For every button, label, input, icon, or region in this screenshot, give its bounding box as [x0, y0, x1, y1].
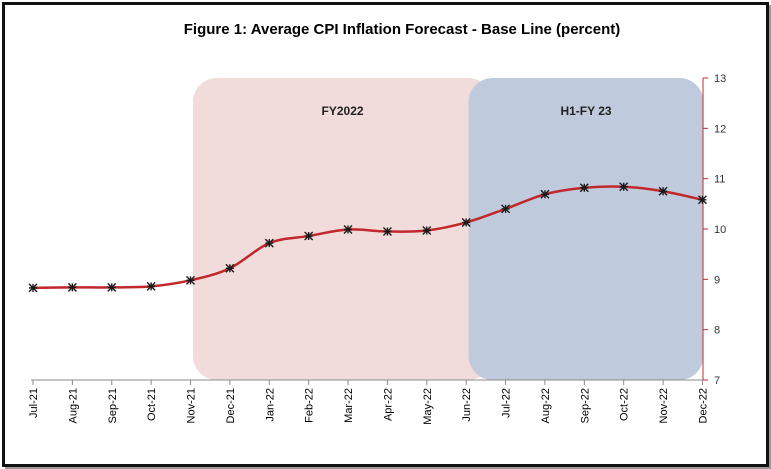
region-label: H1-FY 23: [560, 104, 611, 118]
x-tick-label: Jul-21: [28, 388, 40, 418]
x-tick-label: Jun-22: [461, 388, 473, 422]
data-point: [619, 182, 629, 192]
data-point: [579, 183, 589, 193]
series-layer: [28, 182, 707, 293]
x-tick-label: May-22: [422, 388, 434, 425]
x-tick-label: Jan-22: [264, 388, 276, 422]
x-tick-label: Oct-21: [146, 388, 158, 421]
region-box: [468, 78, 704, 380]
data-point: [501, 204, 511, 214]
y-tick-label: 12: [714, 123, 726, 135]
x-tick-label: Dec-22: [697, 388, 709, 423]
data-point: [304, 231, 314, 241]
x-tick-label: Nov-21: [186, 388, 198, 423]
data-point: [343, 225, 353, 234]
x-tick-label: Nov-22: [658, 388, 670, 423]
y-tick-label: 9: [714, 274, 720, 286]
data-point: [422, 226, 432, 236]
shaded-regions: FY2022 H1-FY 23: [192, 78, 704, 380]
x-tick-label: Mar-22: [343, 388, 355, 423]
data-point: [225, 263, 235, 273]
region-label: FY2022: [322, 104, 364, 118]
data-point: [107, 282, 117, 292]
data-point: [382, 227, 392, 237]
x-tick-label: Aug-22: [540, 388, 552, 423]
data-point: [146, 281, 156, 291]
x-tick-label: Feb-22: [304, 388, 316, 423]
data-point: [658, 186, 668, 196]
chart-title: Figure 1: Average CPI Inflation Forecast…: [184, 21, 621, 38]
data-point: [186, 275, 196, 285]
y-tick-label: 8: [714, 325, 720, 337]
y-tick-label: 7: [714, 375, 720, 387]
x-tick-label: Sep-22: [579, 388, 591, 423]
y-tick-label: 11: [714, 174, 725, 186]
x-tick-label: Aug-21: [67, 388, 79, 423]
data-point: [540, 189, 550, 199]
data-point: [28, 283, 38, 293]
y-tick-label: 13: [714, 73, 726, 85]
x-tick-label: Oct-22: [619, 388, 631, 421]
data-point: [67, 282, 77, 292]
data-point: [461, 217, 471, 227]
data-point: [264, 238, 274, 248]
axes: 7 8 9 10 11 12 13 Jul-21 Aug-21 Sep-21 Oct-21 Nov-2…: [28, 73, 726, 425]
x-tick-label: Apr-22: [382, 388, 394, 421]
y-tick-label: 10: [714, 224, 726, 236]
x-tick-label: Dec-21: [225, 388, 237, 423]
x-tick-label: Sep-21: [107, 388, 119, 423]
x-tick-label: Jul-22: [501, 388, 513, 418]
data-point: [697, 195, 707, 205]
